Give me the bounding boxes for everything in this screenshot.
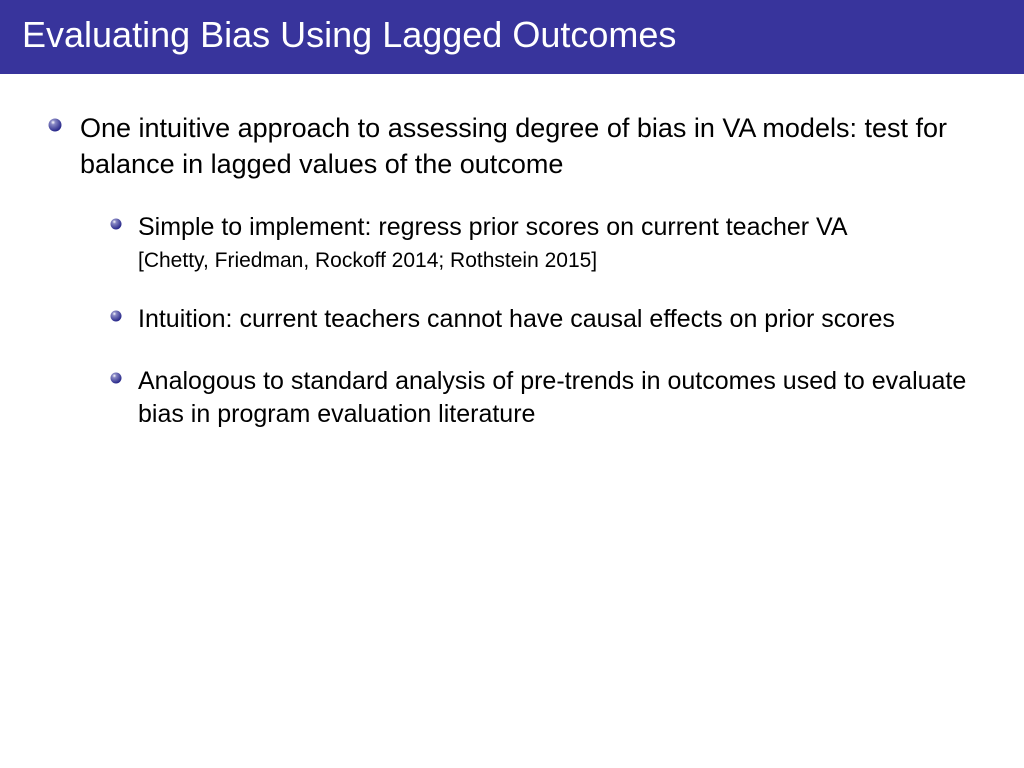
citation-text: [Chetty, Friedman, Rockoff 2014; Rothste… (138, 247, 848, 275)
bullet-level2: Simple to implement: regress prior score… (110, 211, 976, 275)
ball-icon (110, 218, 122, 230)
bullet-level1: One intuitive approach to assessing degr… (48, 110, 976, 183)
bullet-level2: Intuition: current teachers cannot have … (110, 303, 976, 337)
ball-icon (110, 310, 122, 322)
slide-content: One intuitive approach to assessing degr… (0, 74, 1024, 432)
bullet-text: One intuitive approach to assessing degr… (80, 110, 976, 183)
ball-icon (48, 118, 62, 132)
bullet-text: Intuition: current teachers cannot have … (138, 303, 895, 337)
ball-icon (110, 372, 122, 384)
bullet-main-text: Simple to implement: regress prior score… (138, 213, 848, 241)
slide-header: Evaluating Bias Using Lagged Outcomes (0, 0, 1024, 74)
slide-title: Evaluating Bias Using Lagged Outcomes (22, 14, 1002, 56)
bullet-text: Simple to implement: regress prior score… (138, 211, 848, 275)
bullet-text: Analogous to standard analysis of pre-tr… (138, 365, 976, 433)
bullet-level2: Analogous to standard analysis of pre-tr… (110, 365, 976, 433)
